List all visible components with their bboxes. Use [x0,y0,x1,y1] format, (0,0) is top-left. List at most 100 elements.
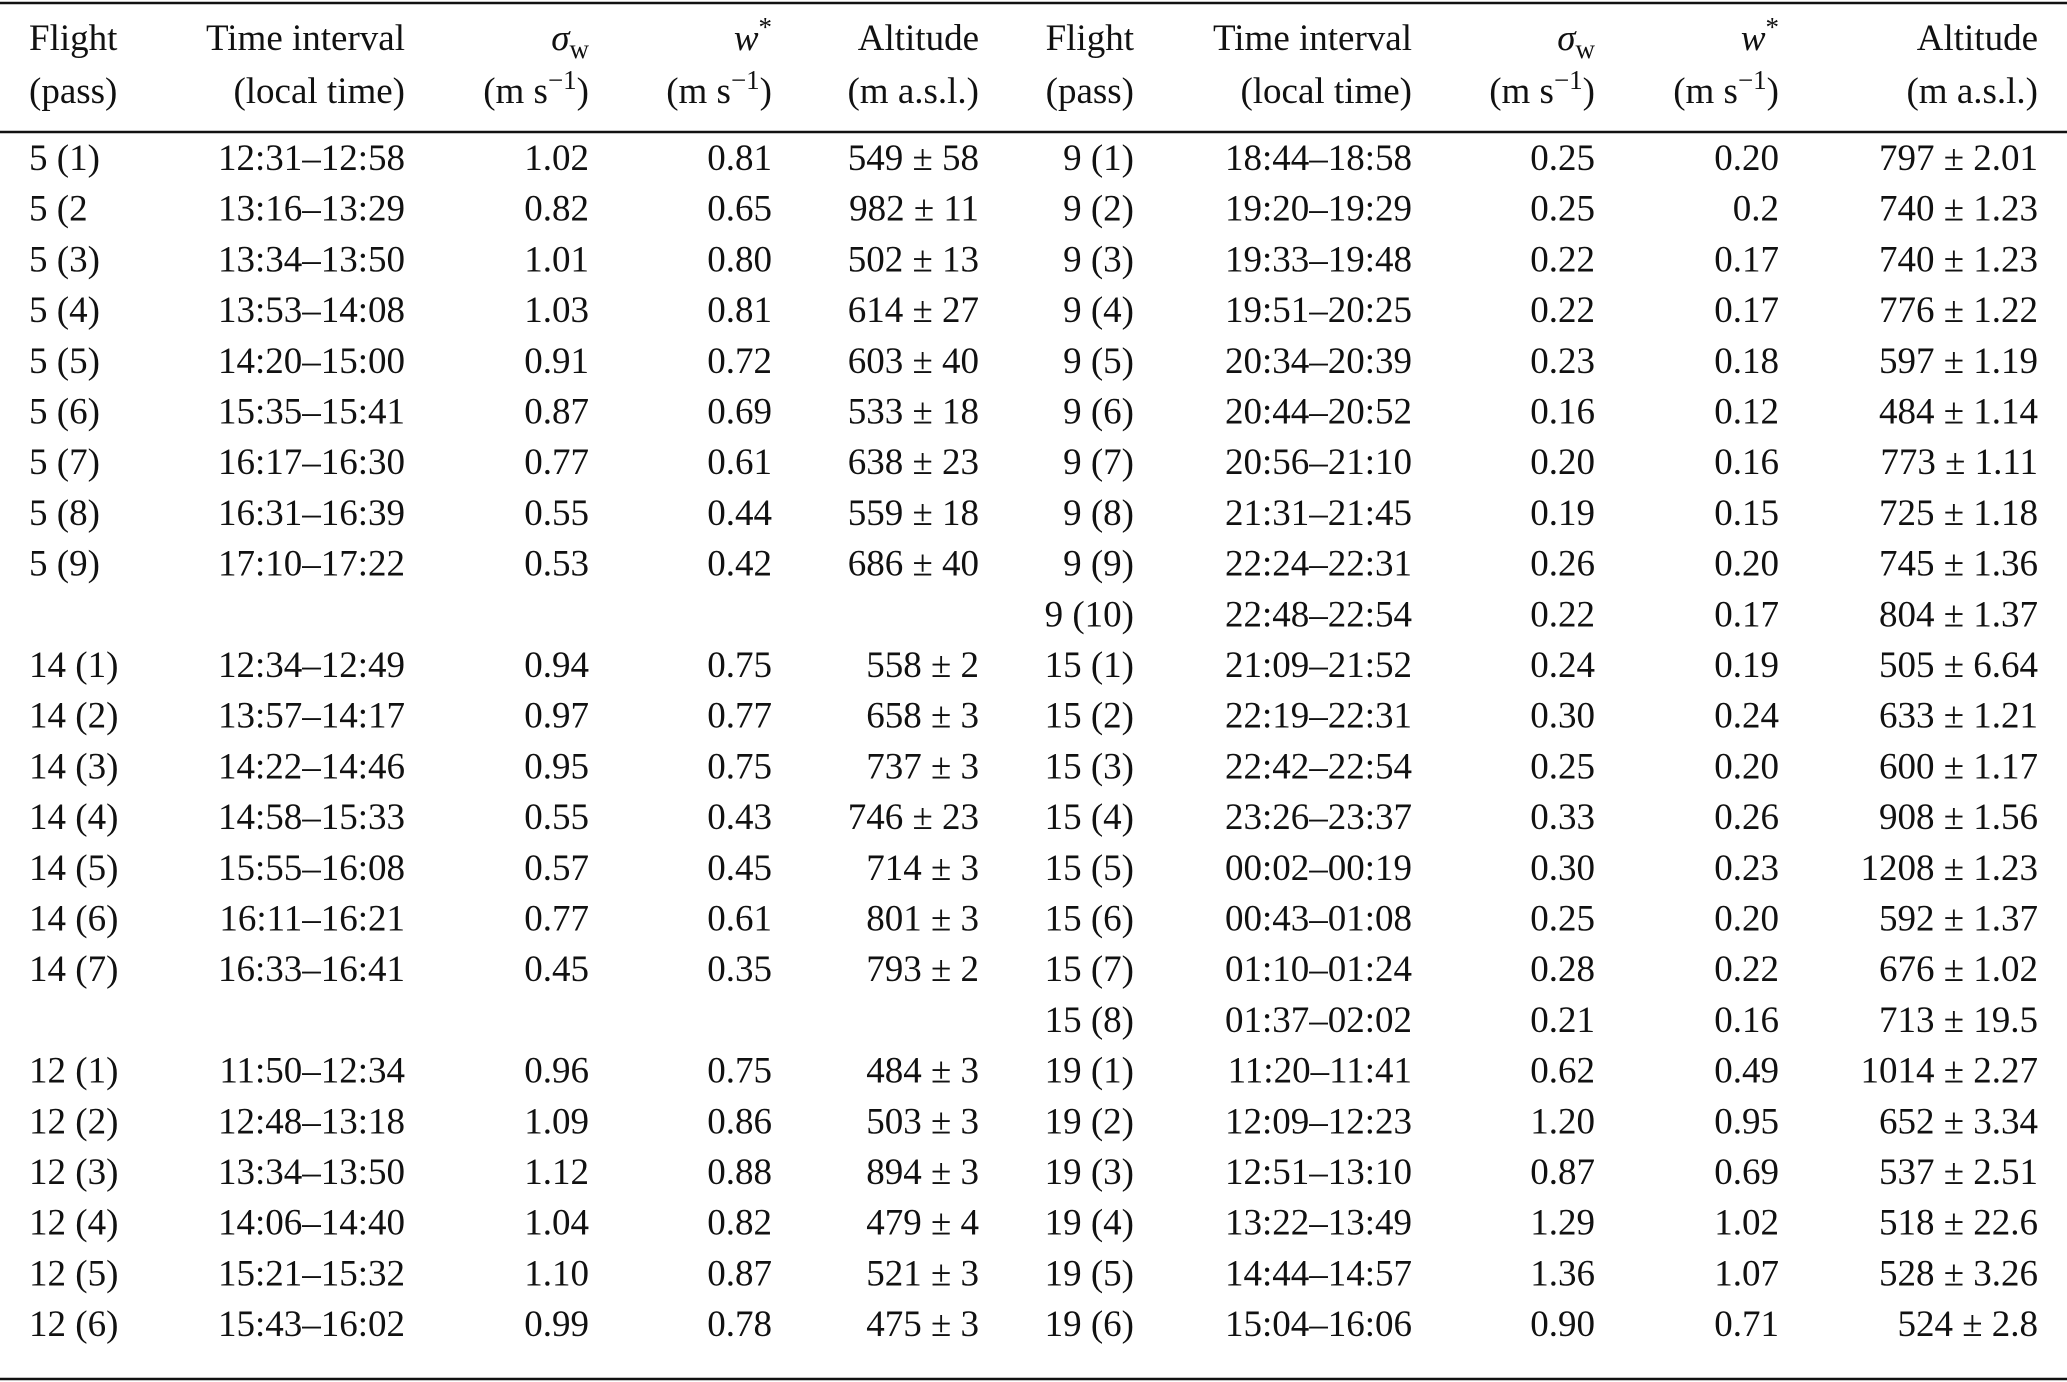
table-cell: 746 ± 23 [848,797,979,838]
table-cell: 5 (1) [29,138,100,179]
table-cell: 0.87 [524,392,589,433]
table-cell: 0.12 [1714,392,1779,433]
header-cell: Flight [29,18,118,59]
table-cell: 0.33 [1530,797,1595,838]
table-cell: 5 (5) [29,341,100,382]
header-text: * [1766,12,1780,42]
table-cell: 0.95 [524,746,589,787]
table-cell: 12:09–12:23 [1225,1101,1412,1142]
table-cell: 13:53–14:08 [218,290,405,331]
table-cell: 0.77 [707,696,772,737]
header-text: σ [1557,18,1577,59]
table-cell: 0.45 [707,848,772,889]
table-cell: 592 ± 1.37 [1879,899,2038,940]
table-cell: 15:43–16:02 [218,1304,405,1345]
table-cell: 0.16 [1714,1000,1779,1041]
table-cell: 528 ± 3.26 [1879,1253,2038,1294]
header-cell: (m s−1) [483,65,589,112]
table-cell: 0.91 [524,341,589,382]
table-cell: 14 (1) [29,645,118,686]
table-cell: 1.07 [1714,1253,1779,1294]
header-cell: σw [1557,18,1595,64]
header-cell: (m s−1) [1489,65,1595,112]
header-text: (pass) [29,71,117,112]
header-text: w [1576,34,1596,64]
table-cell: 0.61 [707,442,772,483]
header-text: Altitude [858,18,979,59]
table-cell: 524 ± 2.8 [1897,1304,2038,1345]
table-cell: 0.23 [1714,848,1779,889]
table-cell: 9 (8) [1063,493,1134,534]
table-cell: 5 (9) [29,544,100,585]
table-cell: 0.75 [707,1051,772,1092]
table-cell: 801 ± 3 [866,899,979,940]
table-cell: 0.26 [1714,797,1779,838]
table-cell: 16:31–16:39 [218,493,405,534]
table-cell: 19:33–19:48 [1225,239,1412,280]
table-cell: 22:19–22:31 [1225,696,1412,737]
table-cell: 1.02 [524,138,589,179]
table-cell: 0.61 [707,899,772,940]
table-cell: 0.82 [524,189,589,230]
table-cell: 0.65 [707,189,772,230]
table-cell: 20:56–21:10 [1225,442,1412,483]
table-cell: 1.01 [524,239,589,280]
header-text: w [570,34,590,64]
table-cell: 0.24 [1714,696,1779,737]
table-cell: 908 ± 1.56 [1879,797,2038,838]
table-cell: 12 (3) [29,1152,118,1193]
table-cell: 9 (2) [1063,189,1134,230]
table-cell: 484 ± 3 [866,1051,979,1092]
table-cell: 9 (1) [1063,138,1134,179]
table-cell: 21:31–21:45 [1225,493,1412,534]
header-text: −1 [1554,65,1583,95]
table-cell: 21:09–21:52 [1225,645,1412,686]
table-cell: 14 (4) [29,797,118,838]
table-cell: 15 (4) [1045,797,1134,838]
table-cell: 15 (5) [1045,848,1134,889]
table-cell: 0.49 [1714,1051,1779,1092]
table-cell: 0.30 [1530,848,1595,889]
header-text: ) [577,71,589,112]
table-cell: 521 ± 3 [866,1253,979,1294]
table-cell: 13:34–13:50 [218,1152,405,1193]
table-cell: 0.87 [707,1253,772,1294]
header-text: Time interval [1213,18,1412,59]
header-text: −1 [1738,65,1767,95]
table-cell: 0.20 [1714,899,1779,940]
header-cell: (m s−1) [666,65,772,112]
table-cell: 22:42–22:54 [1225,746,1412,787]
table-cell: 894 ± 3 [866,1152,979,1193]
table-cell: 15 (7) [1045,949,1134,990]
table-cell: 5 (3) [29,239,100,280]
table-cell: 982 ± 11 [849,189,979,230]
table-cell: 745 ± 1.36 [1879,544,2038,585]
table-cell: 0.22 [1530,290,1595,331]
header-cell: w* [734,12,772,59]
table-cell: 0.2 [1733,189,1779,230]
table-cell: 12:51–13:10 [1225,1152,1412,1193]
table-cell: 0.72 [707,341,772,382]
table-cell: 0.57 [524,848,589,889]
table-cell: 0.24 [1530,645,1595,686]
table-cell: 503 ± 3 [866,1101,979,1142]
header-text: * [759,12,773,42]
header-cell: Time interval [206,18,405,59]
table-cell: 9 (7) [1063,442,1134,483]
table-cell: 676 ± 1.02 [1879,949,2038,990]
table-cell: 0.71 [1714,1304,1779,1345]
table-cell: 0.22 [1530,239,1595,280]
table-cell: 0.16 [1714,442,1779,483]
table-cell: 0.90 [1530,1304,1595,1345]
table-cell: 502 ± 13 [848,239,979,280]
table-cell: 14:44–14:57 [1225,1253,1412,1294]
table-cell: 533 ± 18 [848,392,979,433]
header-cell: (m a.s.l.) [847,71,979,112]
table-cell: 19 (3) [1045,1152,1134,1193]
table-cell: 0.55 [524,797,589,838]
header-text: ) [760,71,772,112]
table-cell: 652 ± 3.34 [1879,1101,2038,1142]
table-cell: 19:20–19:29 [1225,189,1412,230]
table-cell: 15 (8) [1045,1000,1134,1041]
table-cell: 19 (1) [1045,1051,1134,1092]
